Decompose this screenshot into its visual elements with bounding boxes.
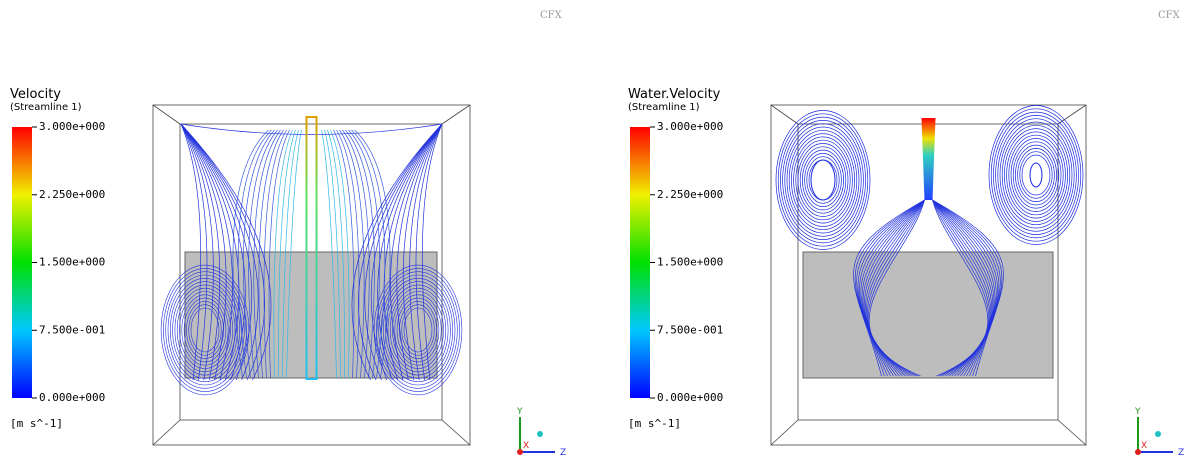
streamline (181, 124, 442, 135)
tick-label: 3.000e+000 (657, 120, 723, 133)
colorbar (630, 127, 650, 398)
screenshot: Velocity(Streamline 1)3.000e+0002.250e+0… (0, 0, 1195, 459)
domain-edge (1058, 420, 1086, 445)
domain-edge (153, 420, 180, 445)
tick-label: 1.500e+000 (39, 256, 105, 269)
units: [m s^-1] (10, 417, 63, 430)
domain-edge (771, 420, 798, 445)
tick-label: 7.500e-001 (657, 323, 723, 336)
axis-label: Z (1178, 448, 1184, 458)
legend-title: Water.Velocity (628, 87, 721, 102)
domain-edge (771, 105, 798, 124)
tick-label: 3.000e+000 (39, 120, 105, 133)
tick-label: 0.000e+000 (657, 391, 723, 404)
solid-block (803, 252, 1053, 378)
domain-edge (442, 420, 470, 445)
tick-label: 2.250e+000 (39, 188, 105, 201)
canvas: Velocity(Streamline 1)3.000e+0002.250e+0… (0, 0, 1195, 459)
domain-edge (442, 105, 470, 124)
colorbar (12, 127, 32, 398)
legend-title: Velocity (10, 87, 61, 102)
legend-subtitle: (Streamline 1) (10, 102, 82, 113)
tick-label: 1.500e+000 (657, 256, 723, 269)
tick-label: 7.500e-001 (39, 323, 105, 336)
vortex-core (1030, 163, 1042, 187)
axis-label: Y (516, 407, 523, 417)
units: [m s^-1] (628, 417, 681, 430)
logo: CFX (1158, 10, 1181, 21)
view-dot (1155, 431, 1161, 437)
jet (922, 118, 936, 200)
panel: Water.Velocity(Streamline 1) 3.000e+000 2.… (628, 10, 1184, 458)
tick-label: 2.250e+000 (657, 188, 723, 201)
axis-label: X (523, 441, 529, 451)
axis-label: Z (560, 448, 566, 458)
tick-label: 0.000e+000 (39, 391, 105, 404)
view-dot (537, 431, 543, 437)
logo: CFX (540, 10, 563, 21)
axis-label: Y (1134, 407, 1141, 417)
domain-edge (153, 105, 180, 124)
vortex-core (811, 160, 835, 200)
axis-label: X (1141, 441, 1147, 451)
panel: Velocity(Streamline 1) 3.000e+000 2.250e+0… (10, 10, 566, 458)
legend-subtitle: (Streamline 1) (628, 102, 700, 113)
